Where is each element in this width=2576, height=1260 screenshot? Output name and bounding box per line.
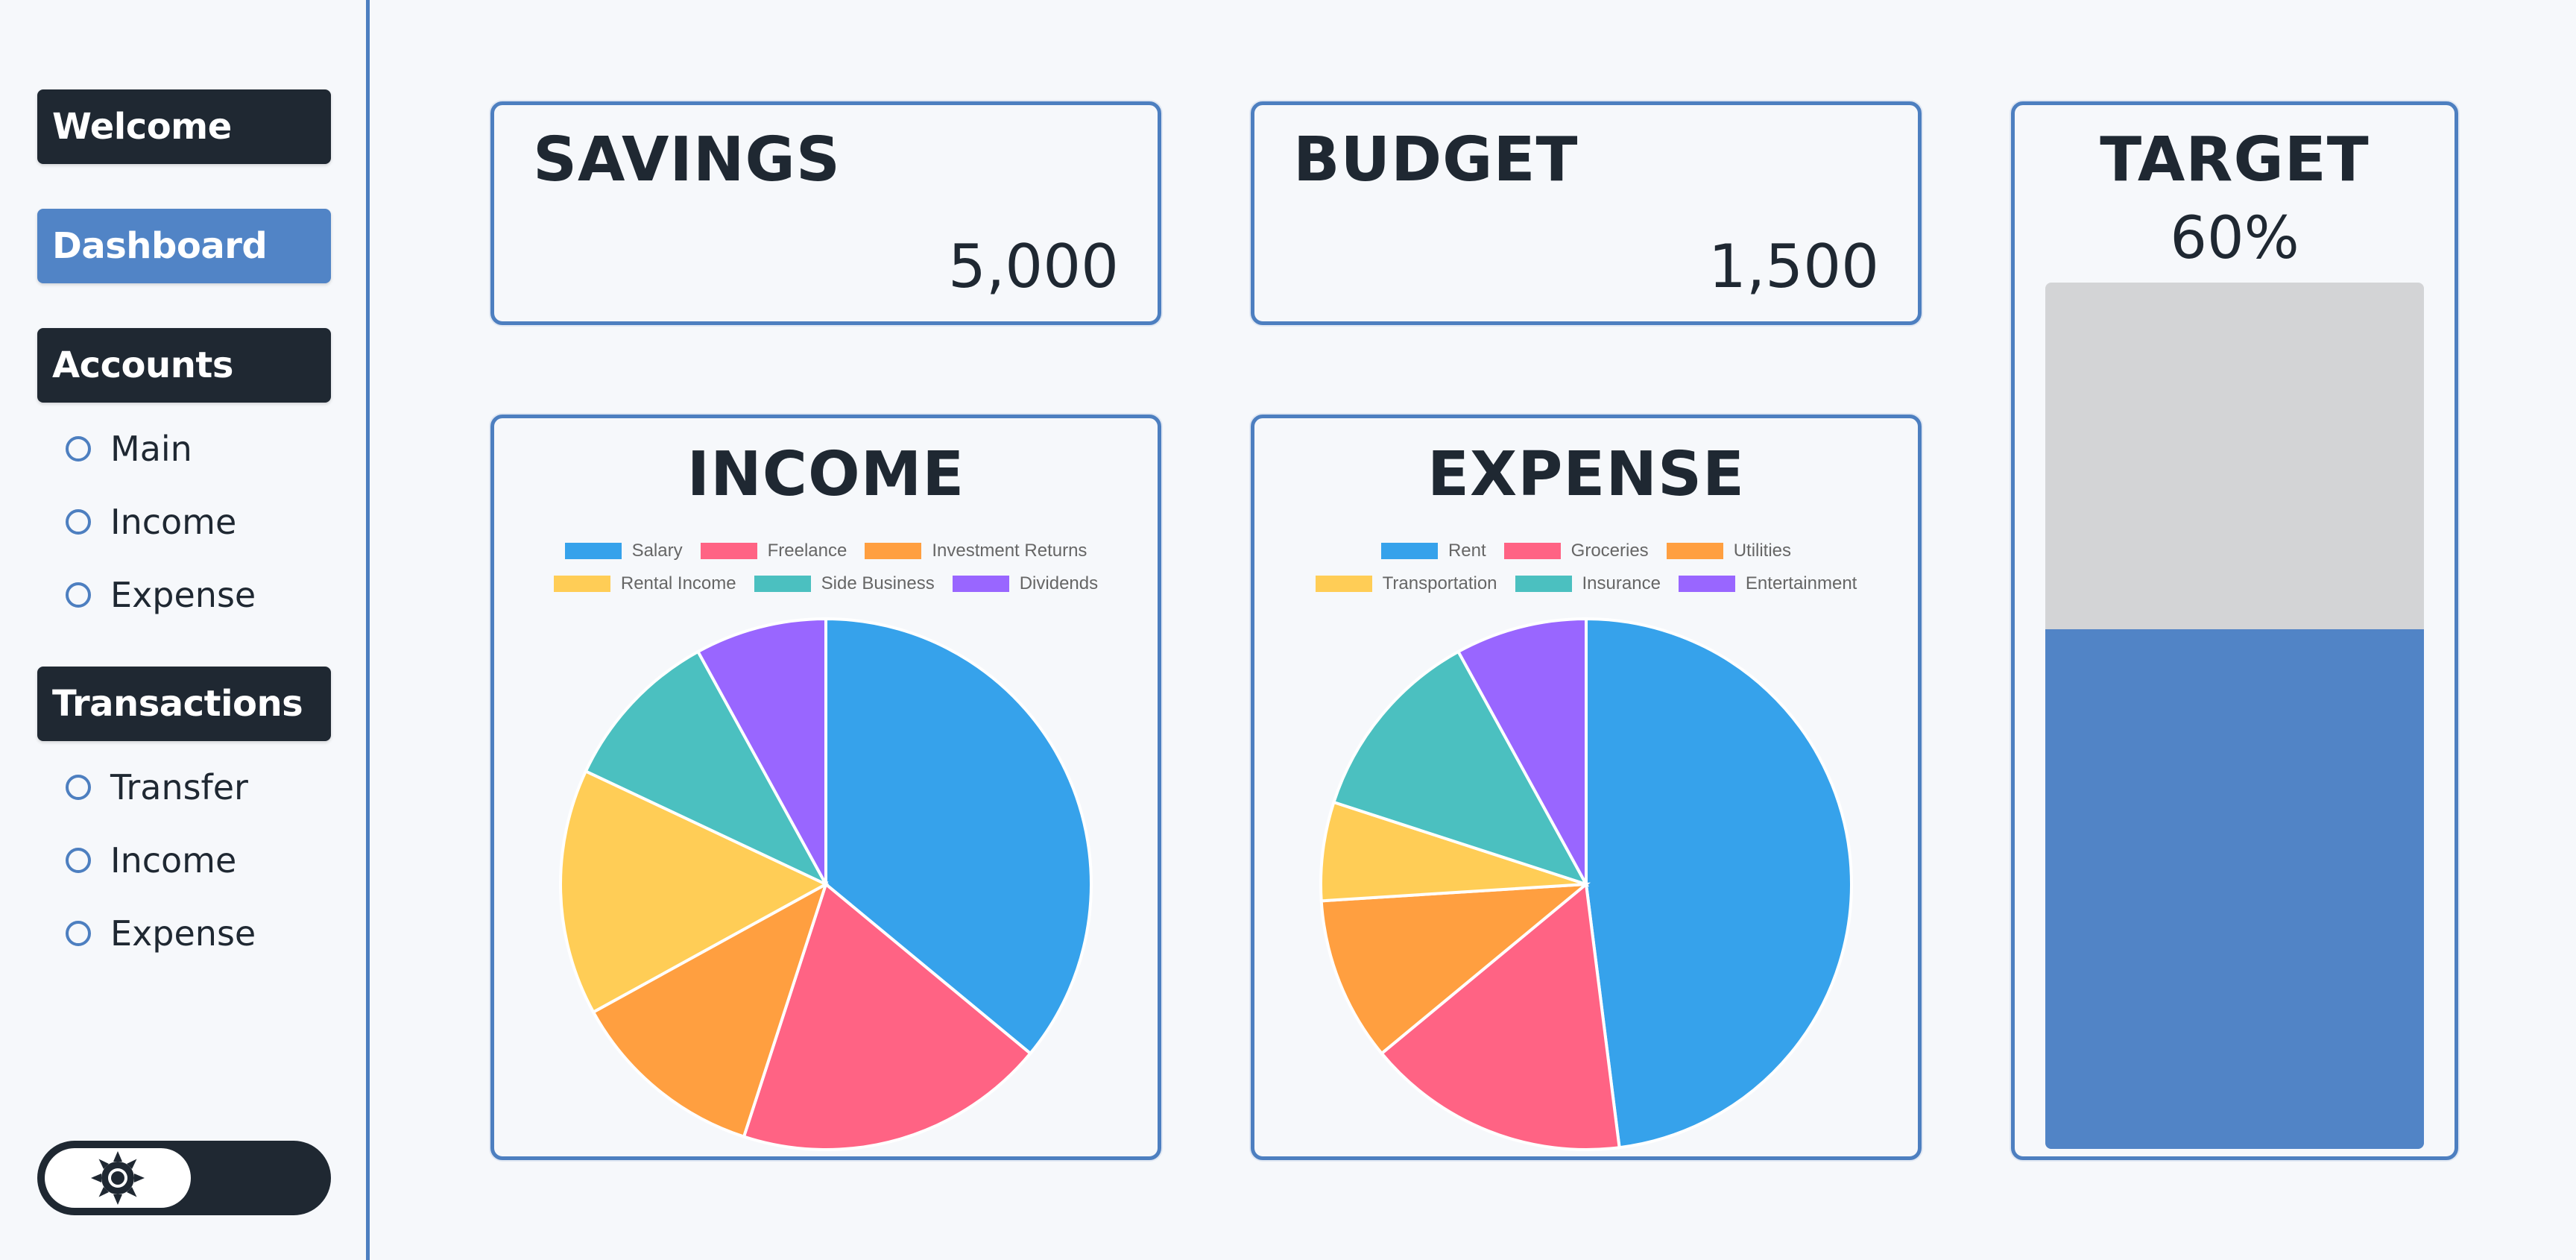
pie-slice-salary[interactable] xyxy=(824,617,1093,1056)
expense-chart-card: EXPENSE Rent Groceries Utilities Transporta… xyxy=(1251,415,1922,1160)
radio-icon xyxy=(66,509,91,535)
income-chart-card: INCOME Salary Freelance Investment Returns… xyxy=(490,415,1161,1160)
radio-icon xyxy=(66,436,91,462)
legend-item[interactable]: Rental Income xyxy=(553,572,736,596)
nav-transactions-button[interactable]: Transactions xyxy=(37,667,331,741)
pie-slice-rental-income[interactable] xyxy=(559,769,830,1015)
legend-swatch xyxy=(1678,576,1735,592)
pie-slice-entertainment[interactable] xyxy=(1456,617,1588,885)
nav-dashboard-label: Dashboard xyxy=(52,225,268,267)
legend-label: Transportation xyxy=(1382,573,1497,593)
budget-title: BUDGET xyxy=(1293,125,1579,195)
sidebar: Welcome Dashboard Accounts Main Income E… xyxy=(0,0,370,1260)
expense-pie-chart xyxy=(1319,617,1853,1151)
legend-swatch xyxy=(553,576,610,592)
income-chart-title: INCOME xyxy=(686,439,965,510)
pie-slice-transportation[interactable] xyxy=(1319,800,1587,903)
transactions-item-label: Expense xyxy=(110,913,256,954)
legend-label: Rental Income xyxy=(620,573,736,593)
target-progress-fill xyxy=(2045,629,2424,1149)
target-percent: 60% xyxy=(2170,205,2299,272)
legend-label: Salary xyxy=(631,541,683,561)
legend-swatch xyxy=(1515,576,1572,592)
target-title: TARGET xyxy=(2100,125,2370,195)
savings-value: 5,000 xyxy=(947,232,1119,301)
legend-item[interactable]: Freelance xyxy=(700,539,847,563)
pie-slice-rent[interactable] xyxy=(1585,617,1853,1150)
theme-toggle[interactable] xyxy=(37,1141,331,1215)
transactions-item-income[interactable]: Income xyxy=(66,831,236,890)
legend-label: Side Business xyxy=(821,573,935,593)
legend-swatch xyxy=(1315,576,1372,592)
nav-dashboard-button[interactable]: Dashboard xyxy=(37,209,331,283)
pie-slice-side-business[interactable] xyxy=(584,649,830,888)
expense-chart-legend: Rent Groceries Utilities Transportation Insu… xyxy=(1254,539,1918,596)
legend-item[interactable]: Insurance xyxy=(1515,572,1661,596)
accounts-item-label: Income xyxy=(110,502,237,542)
accounts-item-label: Expense xyxy=(110,575,256,615)
accounts-item-expense[interactable]: Expense xyxy=(66,565,256,625)
savings-card: SAVINGS 5,000 xyxy=(490,101,1161,325)
legend-label: Entertainment xyxy=(1745,573,1857,593)
pie-slice-utilities[interactable] xyxy=(1319,882,1591,1056)
transactions-item-transfer[interactable]: Transfer xyxy=(66,757,248,817)
nav-accounts-button[interactable]: Accounts xyxy=(37,328,331,403)
transactions-item-expense[interactable]: Expense xyxy=(66,904,256,963)
legend-swatch xyxy=(754,576,811,592)
legend-item[interactable]: Groceries xyxy=(1503,539,1649,563)
accounts-item-label: Main xyxy=(110,429,192,469)
legend-swatch xyxy=(1503,543,1561,559)
pie-slice-groceries[interactable] xyxy=(1379,881,1621,1151)
legend-item[interactable]: Entertainment xyxy=(1678,572,1857,596)
nav-welcome-button[interactable]: Welcome xyxy=(37,89,331,164)
legend-item[interactable]: Side Business xyxy=(754,572,935,596)
budget-card: BUDGET 1,500 xyxy=(1251,101,1922,325)
pie-slice-freelance[interactable] xyxy=(742,881,1033,1151)
income-chart-legend: Salary Freelance Investment Returns Rental … xyxy=(494,539,1158,596)
legend-swatch xyxy=(700,543,757,559)
legend-swatch xyxy=(1380,543,1438,559)
income-pie-chart xyxy=(559,617,1093,1151)
legend-label: Freelance xyxy=(767,541,847,561)
sun-icon xyxy=(91,1151,145,1205)
target-progress-track xyxy=(2045,283,2424,1149)
radio-icon xyxy=(66,848,91,873)
legend-label: Groceries xyxy=(1570,541,1649,561)
legend-swatch xyxy=(564,543,622,559)
nav-welcome-label: Welcome xyxy=(52,106,232,148)
legend-item[interactable]: Investment Returns xyxy=(865,539,1087,563)
nav-accounts-label: Accounts xyxy=(52,344,233,386)
pie-slice-investment-returns[interactable] xyxy=(591,881,829,1139)
accounts-item-income[interactable]: Income xyxy=(66,492,236,552)
accounts-item-main[interactable]: Main xyxy=(66,419,192,479)
legend-item[interactable]: Dividends xyxy=(952,572,1099,596)
legend-item[interactable]: Utilities xyxy=(1666,539,1792,563)
expense-chart-title: EXPENSE xyxy=(1427,439,1746,510)
savings-title: SAVINGS xyxy=(533,125,841,195)
budget-value: 1,500 xyxy=(1708,232,1879,301)
legend-label: Dividends xyxy=(1019,573,1099,593)
radio-icon xyxy=(66,582,91,608)
legend-label: Investment Returns xyxy=(932,541,1087,561)
radio-icon xyxy=(66,775,91,800)
transactions-item-label: Income xyxy=(110,840,237,881)
legend-swatch xyxy=(1666,543,1723,559)
nav-transactions-label: Transactions xyxy=(52,683,303,725)
legend-swatch xyxy=(865,543,922,559)
toggle-knob[interactable] xyxy=(45,1148,191,1208)
legend-swatch xyxy=(952,576,1009,592)
legend-item[interactable]: Transportation xyxy=(1315,572,1497,596)
legend-item[interactable]: Salary xyxy=(564,539,683,563)
legend-label: Insurance xyxy=(1582,573,1661,593)
legend-item[interactable]: Rent xyxy=(1380,539,1486,563)
legend-label: Utilities xyxy=(1733,541,1792,561)
transactions-item-label: Transfer xyxy=(110,767,248,807)
legend-label: Rent xyxy=(1448,541,1486,561)
pie-slice-insurance[interactable] xyxy=(1331,649,1590,887)
target-card: TARGET 60% xyxy=(2011,101,2458,1160)
pie-slice-dividends[interactable] xyxy=(695,617,827,885)
radio-icon xyxy=(66,921,91,946)
